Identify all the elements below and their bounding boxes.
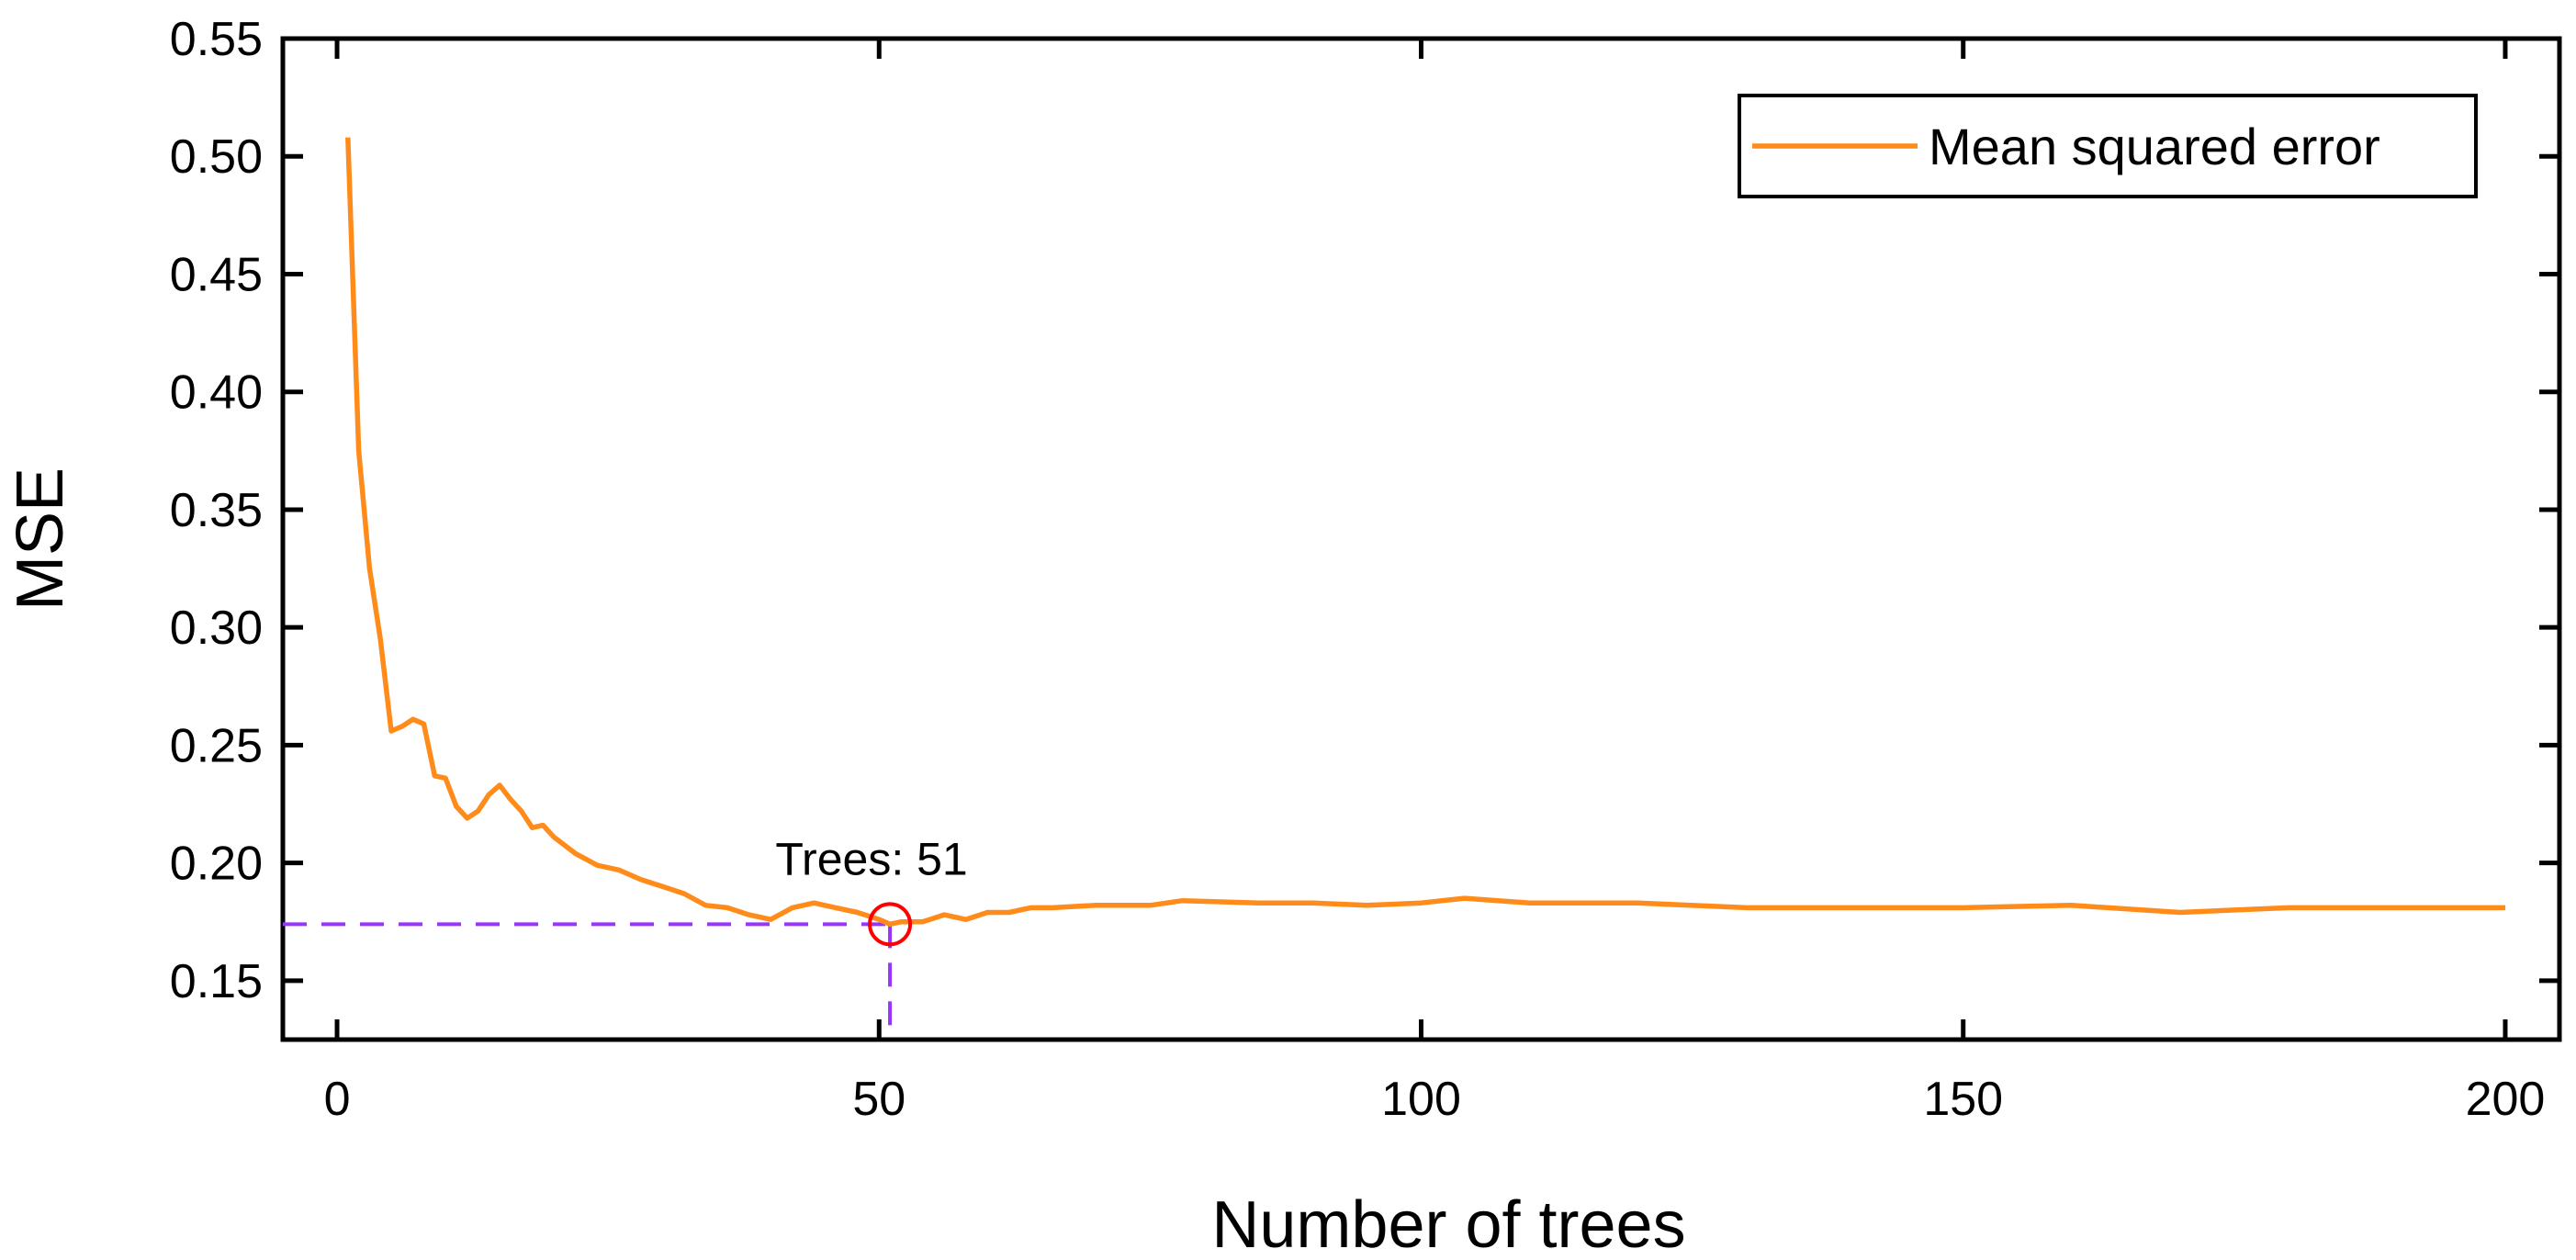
y-tick-label: 0.50 xyxy=(170,130,263,184)
y-tick-label: 0.45 xyxy=(170,248,263,301)
axes: 0 50 100 150 200 0.15 0.20 0.25 0.30 0.35 0.40 0.45… xyxy=(4,13,2562,1260)
x-tick-label: 150 xyxy=(1923,1073,2003,1126)
y-tick-label: 0.35 xyxy=(170,484,263,537)
legend: Mean squared error xyxy=(1738,94,2478,198)
x-axis-title: Number of trees xyxy=(1211,1188,1685,1260)
legend-label: Mean squared error xyxy=(1929,118,2380,175)
y-tick-label: 0.30 xyxy=(170,602,263,655)
series-line-mean-squared-error xyxy=(345,137,2505,928)
y-tick-label: 0.40 xyxy=(170,366,263,420)
x-tick-label: 50 xyxy=(852,1073,906,1126)
y-tick-label: 0.25 xyxy=(170,719,263,772)
x-tick-label: 0 xyxy=(324,1073,351,1126)
min-guides xyxy=(283,922,893,1040)
y-tick-label: 0.15 xyxy=(170,955,263,1008)
min-annotation-label: Trees: 51 xyxy=(775,833,967,884)
y-tick-label: 0.55 xyxy=(170,13,263,66)
y-axis-title: MSE xyxy=(4,467,77,611)
annotation-layer: Trees: 51 xyxy=(775,833,968,947)
x-tick-label: 200 xyxy=(2466,1073,2546,1126)
y-tick-label: 0.20 xyxy=(170,838,263,891)
x-tick-label: 100 xyxy=(1381,1073,1461,1126)
min-marker-circle xyxy=(868,902,913,947)
series-layer xyxy=(345,137,2505,928)
